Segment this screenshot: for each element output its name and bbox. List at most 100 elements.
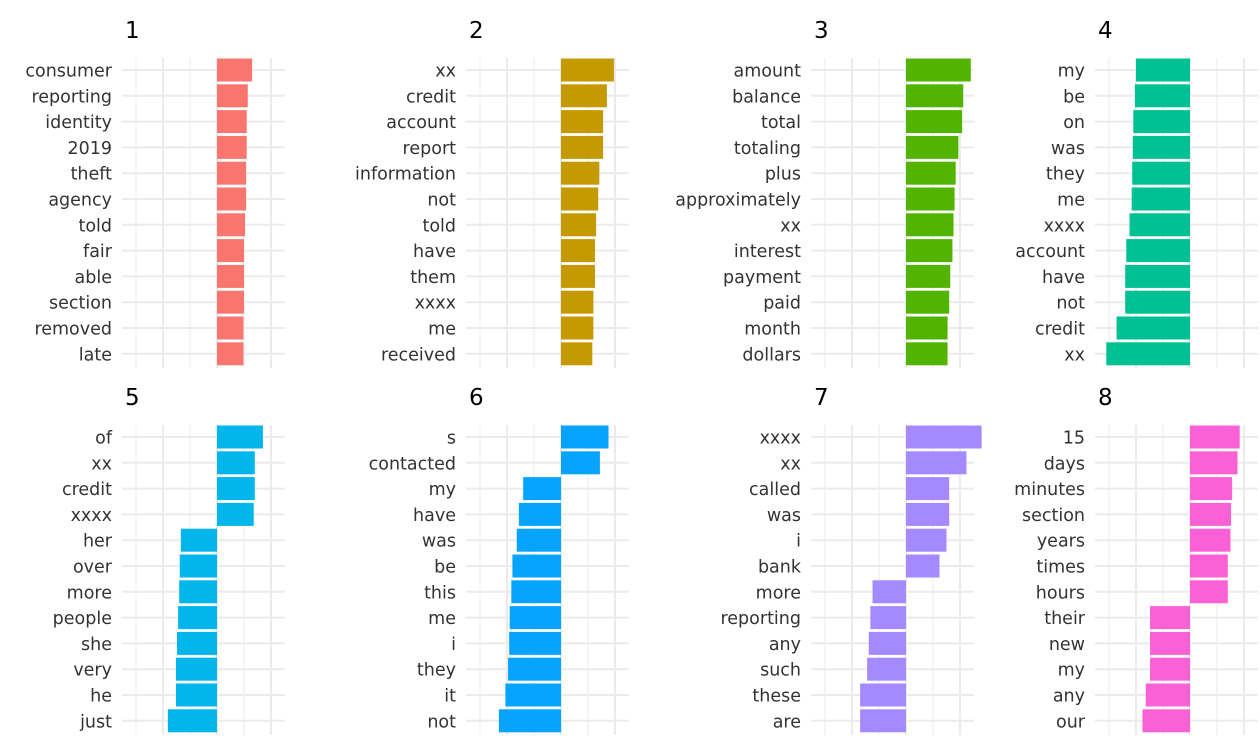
word-label: she (81, 635, 112, 655)
bar-this (511, 580, 561, 604)
word-label: he (90, 687, 112, 707)
word-label: days (1044, 454, 1085, 474)
bar-more (179, 580, 217, 604)
word-label: not (427, 191, 456, 211)
bar-bank (906, 554, 940, 578)
word-label: agency (48, 191, 112, 211)
bar-total (906, 110, 963, 134)
word-label: be (434, 558, 456, 578)
bar-received (561, 342, 593, 366)
bar-fair (217, 239, 244, 263)
panel-title: 4 (1098, 18, 1113, 44)
word-label: xx (780, 216, 801, 236)
word-label: balance (732, 87, 801, 107)
bar-they (508, 657, 561, 681)
word-label: have (413, 242, 456, 262)
bar-just (167, 709, 217, 733)
bar-agency (217, 187, 247, 211)
word-label: her (83, 532, 113, 552)
bar-me (561, 316, 594, 340)
word-label: they (417, 661, 456, 681)
word-label: my (1058, 661, 1085, 681)
word-label: removed (34, 320, 112, 340)
word-label: bank (758, 558, 802, 578)
word-label: xx (91, 454, 112, 474)
word-label: be (1063, 87, 1085, 107)
word-label: totaling (734, 139, 801, 159)
word-label: more (756, 583, 801, 603)
word-label: month (744, 320, 801, 340)
bar-they (1132, 161, 1190, 185)
bar-people (178, 606, 217, 630)
word-label: xx (780, 454, 801, 474)
word-label: credit (406, 87, 456, 107)
word-label: approximately (675, 191, 801, 211)
panel-title: 7 (814, 385, 829, 411)
bar-xx (561, 58, 614, 82)
panel-title: 3 (814, 18, 829, 44)
bar-section (217, 290, 244, 314)
panel-6: 6s contacted my have was be this me i they it not (369, 385, 629, 735)
word-label: new (1049, 635, 1085, 655)
bar-balance (906, 84, 964, 108)
bar-2019 (217, 135, 247, 159)
bar-new (1150, 631, 1190, 655)
bar-be (1134, 84, 1190, 108)
bar-years (1190, 528, 1231, 552)
bar-late (217, 342, 244, 366)
word-label: not (1056, 294, 1085, 314)
bar-not (498, 709, 561, 733)
word-label: contacted (369, 454, 456, 474)
bar-i (509, 631, 561, 655)
word-label: me (428, 320, 456, 340)
bar-my (523, 477, 561, 501)
bar-xx (1106, 342, 1190, 366)
word-label: times (1036, 558, 1085, 578)
bar-have (561, 239, 596, 263)
word-label: paid (763, 294, 801, 314)
bar-me (1131, 187, 1190, 211)
word-label: 15 (1063, 429, 1085, 449)
panel-8: 8 15 days minutes section years times hours thei… (1014, 385, 1258, 735)
word-label: any (769, 635, 801, 655)
bar-xxxx (1129, 213, 1190, 237)
bar-hours (1190, 580, 1228, 604)
word-label: on (1063, 113, 1085, 133)
word-label: it (444, 687, 456, 707)
bar-amount (906, 58, 971, 82)
bar-credit (1116, 316, 1190, 340)
bar-my (1150, 657, 1190, 681)
word-label: fair (83, 242, 113, 262)
bar-be (512, 554, 561, 578)
word-label: section (1022, 506, 1085, 526)
word-label: account (386, 113, 456, 133)
word-label: s (447, 429, 456, 449)
word-label: over (73, 558, 113, 578)
bar-dollars (906, 342, 948, 366)
bar-was (906, 502, 950, 526)
panel-1: 1 consumer reporting identity 2019 theft agenc… (25, 18, 285, 368)
word-label: xxxx (1044, 216, 1085, 236)
bar-minutes (1190, 477, 1233, 501)
panel-3: 3 amount balance total totaling plus approxima… (675, 18, 974, 368)
word-label: identity (45, 113, 112, 133)
bar-their (1150, 606, 1190, 630)
bar-15 (1190, 425, 1240, 449)
panel-title: 5 (125, 385, 140, 411)
bar-consumer (217, 58, 253, 82)
word-label: these (752, 687, 801, 707)
word-label: told (78, 216, 112, 236)
word-label: total (761, 113, 801, 133)
word-label: payment (723, 268, 801, 288)
word-label: amount (733, 62, 801, 82)
word-label: any (1053, 687, 1085, 707)
bar-approximately (906, 187, 955, 211)
word-label: i (451, 635, 456, 655)
bar-paid (906, 290, 950, 314)
bar-any (868, 631, 906, 655)
bar-reporting (870, 606, 906, 630)
word-label: called (749, 480, 801, 500)
bar-of (217, 425, 263, 449)
word-label: reporting (31, 87, 112, 107)
bar-plus (906, 161, 956, 185)
